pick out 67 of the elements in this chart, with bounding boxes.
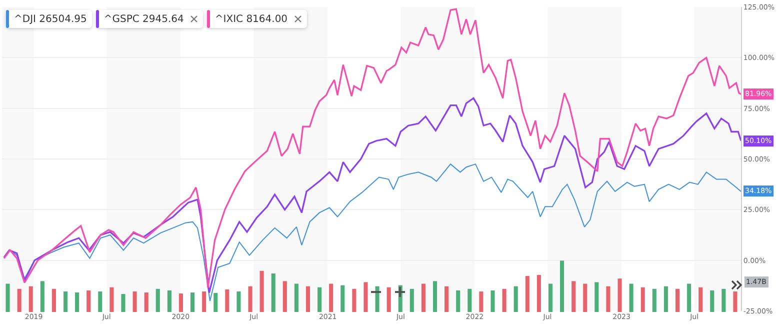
bar [52, 288, 56, 312]
bar [132, 291, 137, 312]
bar [722, 288, 726, 312]
legend-label: ^IXIC 8164.00 [214, 14, 288, 24]
bar [490, 290, 495, 312]
bar [640, 287, 645, 312]
bar [710, 290, 714, 312]
bar [271, 273, 276, 312]
bar [225, 289, 230, 312]
bar [525, 276, 530, 312]
bar [364, 282, 368, 312]
bar [664, 286, 668, 312]
line-series [3, 97, 741, 294]
bar [444, 286, 449, 312]
bar [629, 284, 634, 312]
bar [687, 284, 692, 312]
bar [248, 286, 252, 312]
legend-label: ^DJI 26504.95 [14, 14, 87, 24]
bar [386, 287, 391, 312]
bar [548, 284, 552, 312]
bar [652, 288, 656, 312]
bar [318, 287, 322, 312]
bar [479, 291, 484, 312]
bar [698, 287, 703, 312]
bar [6, 284, 10, 312]
bar [572, 281, 576, 312]
bar [329, 284, 334, 312]
legend-label: ^GSPC 2945.64 [104, 14, 184, 24]
bar [178, 293, 183, 312]
bar [594, 282, 599, 312]
bar [583, 284, 588, 312]
bar [28, 286, 33, 312]
bar [156, 288, 160, 312]
line-series [3, 8, 741, 288]
bar [306, 286, 310, 312]
bar [190, 292, 195, 312]
bar [214, 292, 218, 312]
bar [352, 288, 356, 312]
bar [536, 274, 541, 312]
bar [410, 288, 414, 312]
bar [675, 288, 680, 312]
bar [733, 291, 738, 312]
bar [502, 288, 506, 312]
bar [606, 286, 610, 312]
bar [514, 286, 518, 312]
bar [86, 290, 91, 312]
bar [432, 281, 438, 312]
bar [63, 291, 68, 312]
bar [110, 287, 114, 312]
bar [75, 292, 80, 312]
bar [144, 292, 148, 312]
bar [236, 291, 241, 312]
bar [98, 291, 102, 312]
bar [421, 284, 426, 312]
bar [282, 281, 287, 312]
bar [456, 290, 460, 312]
bar [121, 294, 126, 312]
bar [468, 288, 472, 312]
bar [560, 260, 564, 312]
bar [202, 291, 206, 312]
bar [17, 288, 22, 312]
bar [167, 290, 172, 312]
bar [618, 278, 622, 312]
bar [40, 281, 44, 312]
bar [294, 284, 298, 312]
bar [340, 285, 345, 312]
bar [260, 270, 264, 312]
